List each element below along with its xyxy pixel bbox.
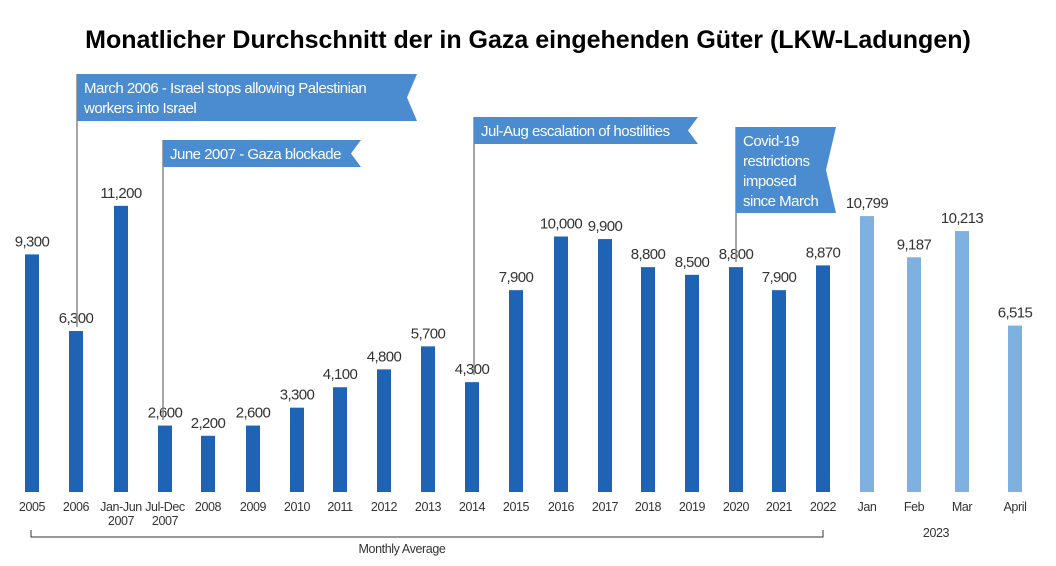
x-tick-label-5: 2009 xyxy=(240,500,267,514)
annotation-text-3-line3: since March xyxy=(743,193,819,210)
data-label-15: 8,500 xyxy=(675,254,710,271)
data-label-4: 2,200 xyxy=(191,415,226,432)
annotation-flag-2 xyxy=(474,117,698,144)
data-label-19: 10,799 xyxy=(846,195,889,212)
x-tick-label-18: 2022 xyxy=(810,500,837,514)
data-label-14: 8,800 xyxy=(631,246,666,263)
annotation-flag-3 xyxy=(736,127,836,213)
x-tick-label-15: 2019 xyxy=(679,500,706,514)
data-label-8: 4,800 xyxy=(367,348,402,365)
data-label-22: 6,515 xyxy=(998,305,1033,322)
bar-0 xyxy=(25,254,39,492)
x-tick-label-4: 2008 xyxy=(195,500,222,514)
bar-7 xyxy=(333,387,347,492)
data-label-12: 10,000 xyxy=(540,216,583,233)
annotation-text-2: Jul-Aug escalation of hostilities xyxy=(481,123,670,140)
bar-14 xyxy=(641,267,655,492)
x-tick-label-1: 2006 xyxy=(63,500,90,514)
x-tick-label-12: 2016 xyxy=(548,500,575,514)
x-tick-label-7: 2011 xyxy=(327,500,353,514)
bar-6 xyxy=(290,407,304,492)
bar-18 xyxy=(816,265,830,492)
x-tick-label-2-line1: 2007 xyxy=(108,514,135,528)
annotation-text-3: Covid-19 xyxy=(743,133,799,150)
x-tick-label-3: Jul-Dec xyxy=(145,500,185,514)
x-tick-label-9: 2013 xyxy=(415,500,442,514)
data-label-6: 3,300 xyxy=(280,387,315,404)
bar-11 xyxy=(509,290,523,492)
annotation-text-1: June 2007 - Gaza blockade xyxy=(170,146,341,163)
bar-13 xyxy=(598,239,612,492)
data-label-18: 8,870 xyxy=(806,244,841,261)
annotation-text-0: March 2006 - Israel stops allowing Pales… xyxy=(84,80,366,97)
bar-15 xyxy=(685,274,699,492)
x-tick-label-17: 2021 xyxy=(766,500,793,514)
data-label-2: 11,200 xyxy=(100,185,141,202)
data-label-13: 9,900 xyxy=(588,218,623,235)
x-tick-label-3-line1: 2007 xyxy=(152,514,179,528)
x-tick-label-14: 2018 xyxy=(635,500,662,514)
data-label-0: 9,300 xyxy=(15,233,50,250)
bar-4 xyxy=(201,435,215,492)
data-label-5: 2,600 xyxy=(236,405,271,422)
monthly-average-bracket xyxy=(30,530,824,538)
x-tick-label-20: Feb xyxy=(904,500,925,514)
x-tick-label-11: 2015 xyxy=(503,500,530,514)
chart-title: Monatlicher Durchschnitt der in Gaza ein… xyxy=(85,26,971,54)
data-label-10: 4,300 xyxy=(455,361,490,378)
x-tick-label-6: 2010 xyxy=(284,500,311,514)
data-label-3: 2,600 xyxy=(148,405,183,422)
data-label-1: 6,300 xyxy=(59,310,94,327)
bar-16 xyxy=(729,267,743,492)
x-tick-label-16: 2020 xyxy=(723,500,750,514)
x-tick-label-13: 2017 xyxy=(592,500,619,514)
data-label-17: 7,900 xyxy=(762,269,797,286)
data-label-20: 9,187 xyxy=(897,236,932,253)
bar-8 xyxy=(377,369,391,492)
data-label-9: 5,700 xyxy=(411,325,446,342)
bar-19 xyxy=(860,216,874,492)
bar-1 xyxy=(69,331,83,492)
data-label-7: 4,100 xyxy=(323,366,358,383)
annotation-text-0-line1: workers into Israel xyxy=(83,100,196,117)
bar-9 xyxy=(421,346,435,492)
x-tick-label-22: April xyxy=(1003,500,1026,514)
data-label-21: 10,213 xyxy=(941,210,984,227)
annotation-text-3-line1: restrictions xyxy=(743,153,810,170)
group-label-2023: 2023 xyxy=(923,526,950,540)
x-tick-label-10: 2014 xyxy=(459,500,486,514)
bar-5 xyxy=(246,425,260,492)
bar-2 xyxy=(114,205,128,492)
x-tick-label-8: 2012 xyxy=(371,500,398,514)
x-tick-label-2: Jan-Jun xyxy=(100,500,142,514)
bar-21 xyxy=(955,231,969,492)
group-label-monthly-average: Monthly Average xyxy=(359,542,446,556)
annotation-flag-0 xyxy=(77,74,417,121)
bar-3 xyxy=(158,425,172,492)
x-tick-label-0: 2005 xyxy=(19,500,46,514)
x-tick-label-21: Mar xyxy=(952,500,973,514)
bar-10 xyxy=(465,382,479,492)
bar-17 xyxy=(772,290,786,492)
annotation-flag-1 xyxy=(163,140,361,167)
data-label-11: 7,900 xyxy=(499,269,534,286)
bar-20 xyxy=(907,257,921,492)
bar-22 xyxy=(1008,325,1022,492)
x-tick-label-19: Jan xyxy=(858,500,877,514)
bar-12 xyxy=(554,236,568,492)
annotation-text-3-line2: imposed xyxy=(743,173,796,190)
